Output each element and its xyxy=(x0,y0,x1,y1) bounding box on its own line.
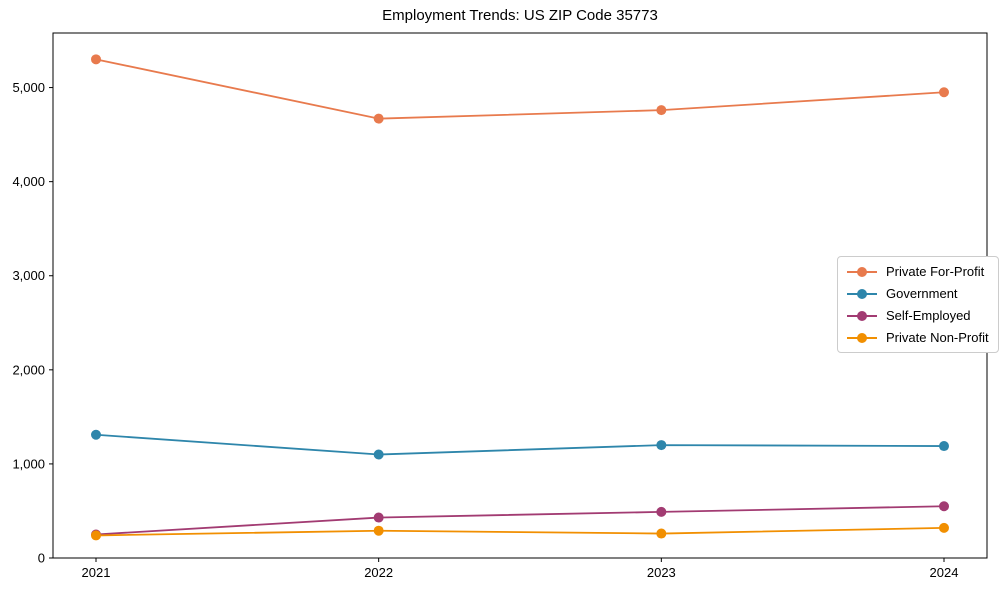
legend-line-marker-icon xyxy=(847,310,877,321)
data-point-government xyxy=(939,441,949,452)
x-axis-tick-label: 2024 xyxy=(930,565,959,580)
data-point-self-employed xyxy=(939,501,949,512)
x-axis-tick-label: 2022 xyxy=(364,565,393,580)
data-point-self-employed xyxy=(656,506,667,517)
legend-entry-private-for-profit: Private For-Profit xyxy=(847,264,989,279)
legend-line-marker-icon xyxy=(847,332,877,343)
legend-label: Government xyxy=(886,286,958,301)
legend-entry-private-non-profit: Private Non-Profit xyxy=(847,330,989,345)
y-axis-tick-label: 4,000 xyxy=(12,174,45,189)
data-point-private-for-profit xyxy=(373,113,384,124)
legend-dot-icon xyxy=(857,266,867,277)
x-axis-tick-label: 2021 xyxy=(82,565,111,580)
data-point-government xyxy=(656,440,667,451)
legend-label: Private For-Profit xyxy=(886,264,985,279)
data-point-government xyxy=(373,449,384,460)
legend-dot-icon xyxy=(857,288,867,299)
legend-line-marker-icon xyxy=(847,288,877,299)
data-point-government xyxy=(91,429,101,440)
y-axis-tick-label: 2,000 xyxy=(12,362,45,377)
chart-legend: Private For-Profit Government Self-Employe… xyxy=(837,256,999,353)
data-point-private-non-profit xyxy=(373,525,384,536)
data-point-private-for-profit xyxy=(656,105,667,116)
data-point-private-non-profit xyxy=(91,530,101,541)
data-point-private-for-profit xyxy=(91,54,101,65)
legend-entry-self-employed: Self-Employed xyxy=(847,308,989,323)
series-line-private-non-profit xyxy=(95,526,945,537)
legend-dot-icon xyxy=(857,332,867,343)
data-point-self-employed xyxy=(373,512,384,523)
y-axis-tick-label: 3,000 xyxy=(12,268,45,283)
x-axis-tick-label: 2023 xyxy=(647,565,676,580)
legend-line-marker-icon xyxy=(847,266,877,277)
legend-entry-government: Government xyxy=(847,286,989,301)
y-axis-tick-label: 1,000 xyxy=(12,456,45,471)
data-point-private-non-profit xyxy=(656,528,667,539)
data-point-private-for-profit xyxy=(939,87,949,98)
legend-label: Private Non-Profit xyxy=(886,330,989,345)
series-line-private-for-profit xyxy=(95,58,945,120)
legend-dot-icon xyxy=(857,310,867,321)
series-line-self-employed xyxy=(95,505,945,536)
legend-label: Self-Employed xyxy=(886,308,971,323)
series-line-government xyxy=(95,433,945,456)
y-axis-tick-label: 0 xyxy=(38,551,45,566)
data-point-private-non-profit xyxy=(939,522,949,533)
y-axis-tick-label: 5,000 xyxy=(12,80,45,95)
chart-title: Employment Trends: US ZIP Code 35773 xyxy=(382,7,658,24)
